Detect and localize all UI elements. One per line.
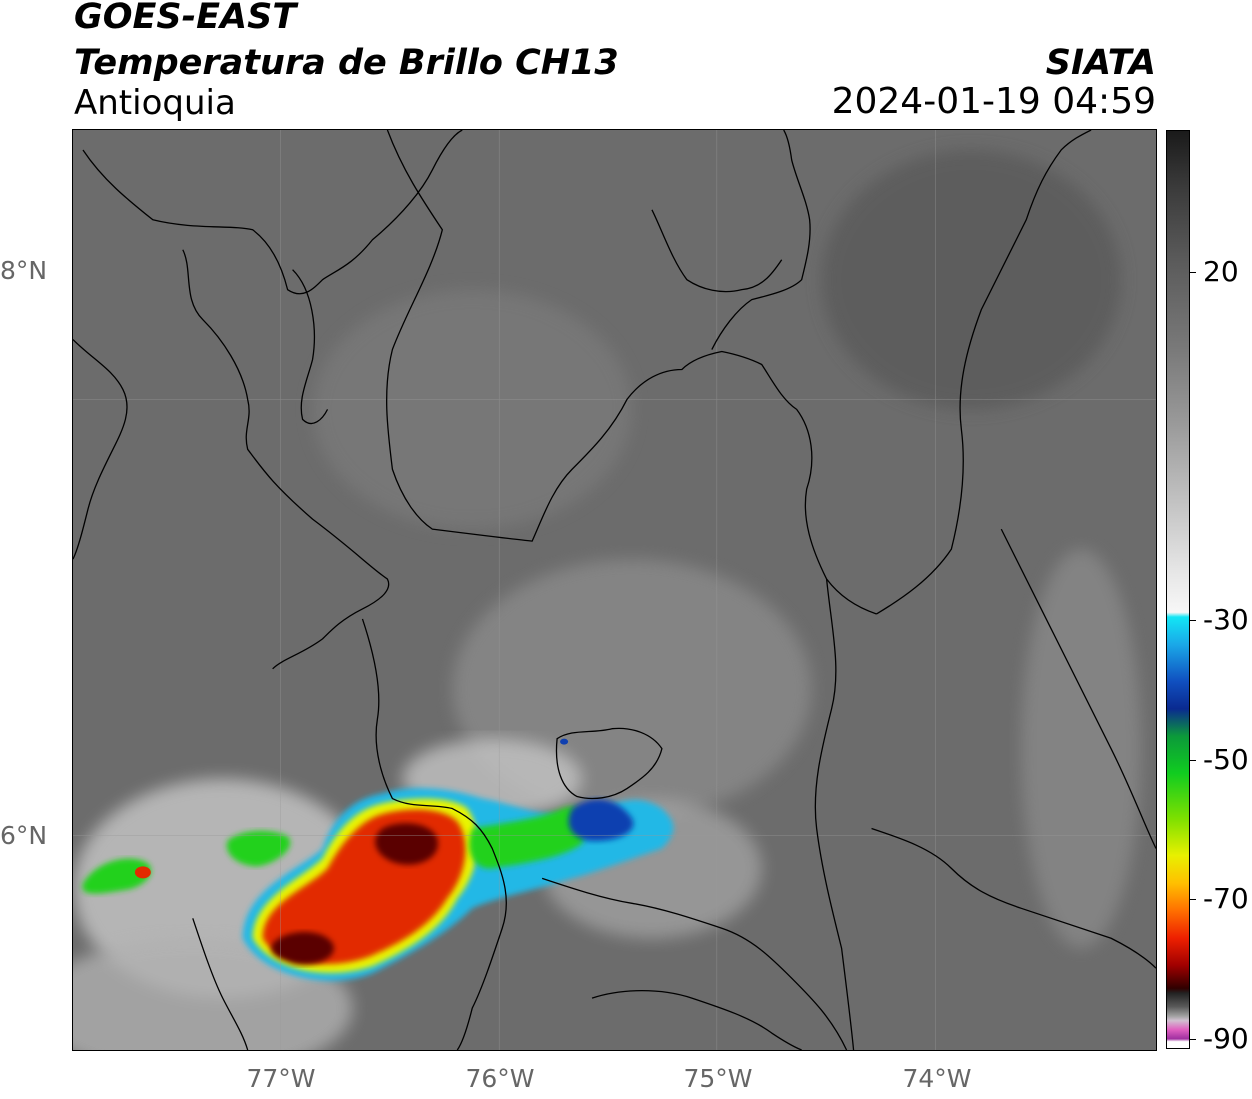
storm-dark-core-1 (375, 823, 438, 865)
lon-tick-75w: 75°W (683, 1064, 753, 1093)
satellite-title: GOES-EAST (74, 0, 297, 37)
border-antioquia-east (876, 130, 1092, 615)
storm-dark-core-2 (271, 932, 334, 965)
colorbar (1166, 130, 1190, 1049)
border-east-1 (1000, 528, 1156, 849)
border-metro-valle (555, 727, 663, 800)
colorbar-label-minus50: -50 (1203, 743, 1249, 776)
lon-tick-76w: 76°W (465, 1064, 535, 1093)
colorbar-tick-minus70 (1189, 899, 1196, 900)
colorbar-tick-20 (1189, 272, 1196, 273)
datetime-label: 2024-01-19 04:59 (831, 81, 1156, 122)
lat-tick-6n: 6°N (0, 821, 48, 850)
border-southwest (192, 918, 249, 1050)
cell-west-2 (226, 830, 291, 867)
border-east-interior (711, 130, 811, 350)
border-department-northeast (651, 209, 783, 293)
colorbar-label-minus90: -90 (1203, 1022, 1249, 1055)
storm-blue-tail (568, 799, 634, 841)
cloud-haze-north (312, 289, 632, 530)
brightness-temperature-map (73, 130, 1156, 1050)
coastline-pacific (73, 339, 128, 560)
map-panel[interactable] (72, 129, 1157, 1051)
graticule (73, 130, 1156, 1050)
lon-tick-77w: 77°W (246, 1064, 316, 1093)
border-antioquia-south (361, 618, 507, 1050)
colorbar-tick-minus30 (1189, 620, 1196, 621)
cell-small-core (560, 738, 569, 745)
coastline-north (82, 130, 463, 295)
lat-tick-8n: 8°N (0, 256, 48, 285)
boundaries (73, 130, 1156, 1050)
colorbar-tick-minus90 (1189, 1039, 1196, 1040)
colorbar-tick-minus50 (1189, 760, 1196, 761)
colorbar-label-20: 20 (1203, 255, 1239, 288)
border-magdalena-river (814, 578, 855, 1050)
cloud-haze-east (1021, 549, 1142, 949)
coastline-gulf (182, 249, 390, 670)
region-subtitle: Antioquia (74, 83, 236, 123)
colorbar-label-minus30: -30 (1203, 603, 1249, 636)
agency-label: SIATA (1045, 43, 1156, 83)
border-south-3 (871, 827, 1156, 969)
dark-region-northeast (821, 149, 1122, 410)
coastline-gulf-inner (292, 269, 329, 425)
lon-tick-74w: 74°W (902, 1064, 972, 1093)
colorbar-label-minus70: -70 (1203, 882, 1249, 915)
border-antioquia-west (385, 130, 877, 615)
product-title: Temperatura de Brillo CH13 (74, 43, 619, 83)
border-south-1 (541, 877, 848, 1050)
storm-green-tail (469, 806, 586, 869)
border-south-2 (591, 990, 802, 1050)
cell-west-1-core (134, 866, 151, 879)
cell-west-1 (82, 858, 152, 894)
